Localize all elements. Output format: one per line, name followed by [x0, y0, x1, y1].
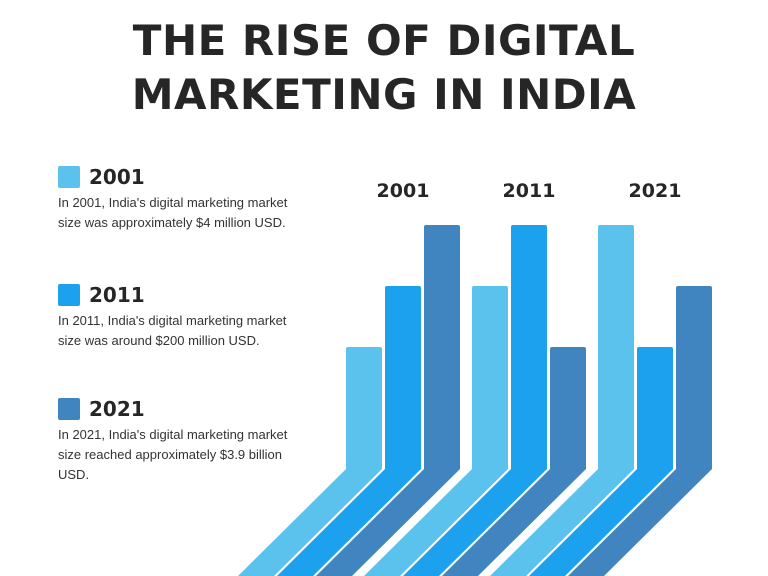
legend-desc-2021: In 2021, India's digital marketing marke… [58, 427, 288, 482]
title-line-2: MARKETING IN INDIA [131, 70, 637, 119]
bar-base-2001-3 [316, 469, 460, 576]
legend-desc-2001: In 2001, India's digital marketing marke… [58, 195, 288, 230]
bar-2001-1 [346, 347, 382, 470]
legend-desc-2011: In 2011, India's digital marketing marke… [58, 313, 287, 348]
legend-year-2021: 2021 [89, 397, 145, 421]
bar-2021-3 [676, 286, 712, 470]
bar-base-2011-3 [442, 469, 586, 576]
legend-item-2011: 2011 In 2011, India's digital marketing … [58, 282, 308, 351]
legend-swatch-2001 [58, 166, 80, 188]
bar-base-2021-3 [568, 469, 712, 576]
bar-2011-3 [550, 347, 586, 470]
bar-2011-1 [472, 286, 508, 470]
bar-base-2001-1 [238, 469, 382, 576]
bar-2011-2 [511, 225, 547, 470]
title-line-1: THE RISE OF DIGITAL [132, 16, 636, 65]
legend-year-2011: 2011 [89, 283, 145, 307]
legend-swatch-2011 [58, 284, 80, 306]
bar-2001-3 [424, 225, 460, 470]
bar-base-2011-1 [364, 469, 508, 576]
legend-swatch-2021 [58, 398, 80, 420]
bar-2021-2 [637, 347, 673, 470]
legend-item-2021: 2021 In 2021, India's digital marketing … [58, 396, 308, 485]
bar-base-2021-1 [490, 469, 634, 576]
bar-2001-2 [385, 286, 421, 470]
bar-base-2011-2 [403, 469, 547, 576]
page-title: THE RISE OF DIGITAL MARKETING IN INDIA [0, 14, 768, 122]
legend-item-2001: 2001 In 2001, India's digital marketing … [58, 164, 308, 233]
category-label-2021: 2021 [629, 180, 682, 202]
category-label-2011: 2011 [503, 180, 556, 202]
bar-2021-1 [598, 225, 634, 470]
category-label-2001: 2001 [377, 180, 430, 202]
bar-base-2021-2 [529, 469, 673, 576]
bar-base-2001-2 [277, 469, 421, 576]
legend-year-2001: 2001 [89, 165, 145, 189]
